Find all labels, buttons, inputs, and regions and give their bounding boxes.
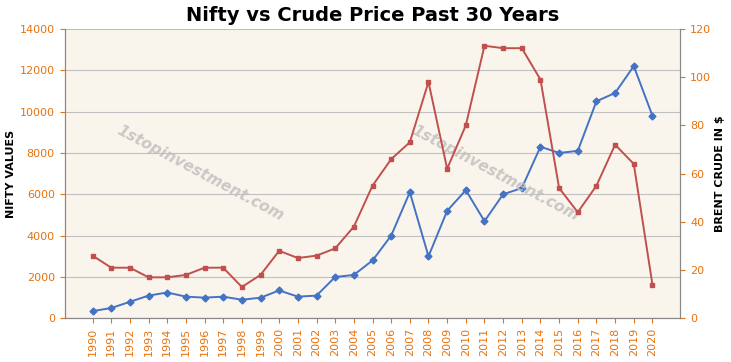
Title: Nifty vs Crude Price Past 30 Years: Nifty vs Crude Price Past 30 Years	[186, 5, 559, 25]
Text: 1stopinvestment.com: 1stopinvestment.com	[114, 123, 286, 224]
Y-axis label: BRENT CRUDE IN $: BRENT CRUDE IN $	[716, 115, 725, 232]
Text: 1stopinvestment.com: 1stopinvestment.com	[409, 123, 582, 224]
Y-axis label: NIFTY VALUES: NIFTY VALUES	[6, 130, 15, 218]
